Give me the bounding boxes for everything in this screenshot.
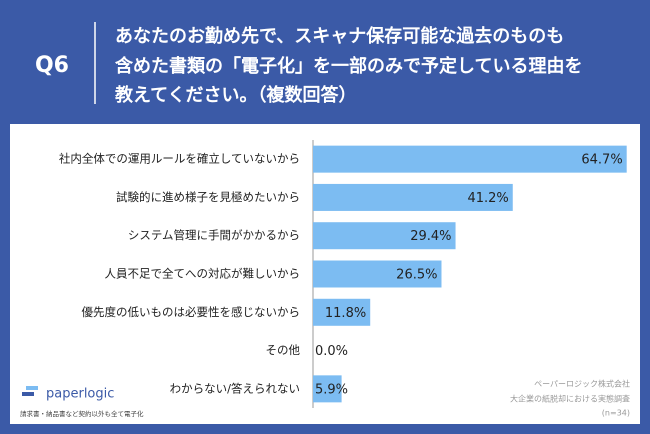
logo: paperlogic 請求書・納品書など契約以外も全て電子化: [20, 386, 144, 418]
bar: [313, 183, 513, 211]
bar: [313, 222, 456, 250]
source: 大企業の紙脱却における実態調査: [510, 394, 630, 404]
category-label: 人員不足で全てへの対応が難しいから: [105, 267, 301, 281]
category-label: システム管理に手間がかかるから: [128, 228, 300, 242]
source: ペーパーロジック株式会社: [534, 379, 630, 389]
category-label: わからない/答えられない: [170, 381, 300, 395]
bar: [313, 298, 371, 326]
category-label: その他: [266, 343, 301, 357]
value-label: 41.2%: [467, 191, 508, 206]
category-label: 社内全体での運用ルールを確立していないから: [59, 152, 300, 166]
title: あなたのお勤め先で、スキャナ保存可能な過去のものも: [115, 25, 564, 47]
category-label: 試験的に進め様子を見極めたいから: [116, 190, 300, 204]
value-label: 0.0%: [315, 344, 348, 359]
value-label: 29.4%: [410, 229, 451, 244]
title: 含めた書類の「電子化」を一部のみで予定している理由を: [115, 55, 582, 77]
logo-name: paperlogic: [46, 387, 114, 402]
logo-mark: [22, 392, 34, 396]
title: 教えてください。（複数回答）: [115, 84, 357, 106]
bar: [313, 145, 627, 173]
logo-tagline: 請求書・納品書など契約以外も全て電子化: [20, 409, 144, 418]
value-label: 11.8%: [325, 306, 366, 321]
category-label: 優先度の低いものは必要性を感じないから: [82, 305, 301, 319]
value-label: 5.9%: [315, 382, 348, 397]
bar: [313, 375, 342, 403]
logo-mark: [26, 386, 38, 390]
source: (n=34): [602, 409, 630, 418]
bar: [313, 260, 442, 288]
question-number: Q6: [35, 53, 69, 78]
value-label: 26.5%: [396, 268, 437, 283]
value-label: 64.7%: [581, 153, 622, 168]
